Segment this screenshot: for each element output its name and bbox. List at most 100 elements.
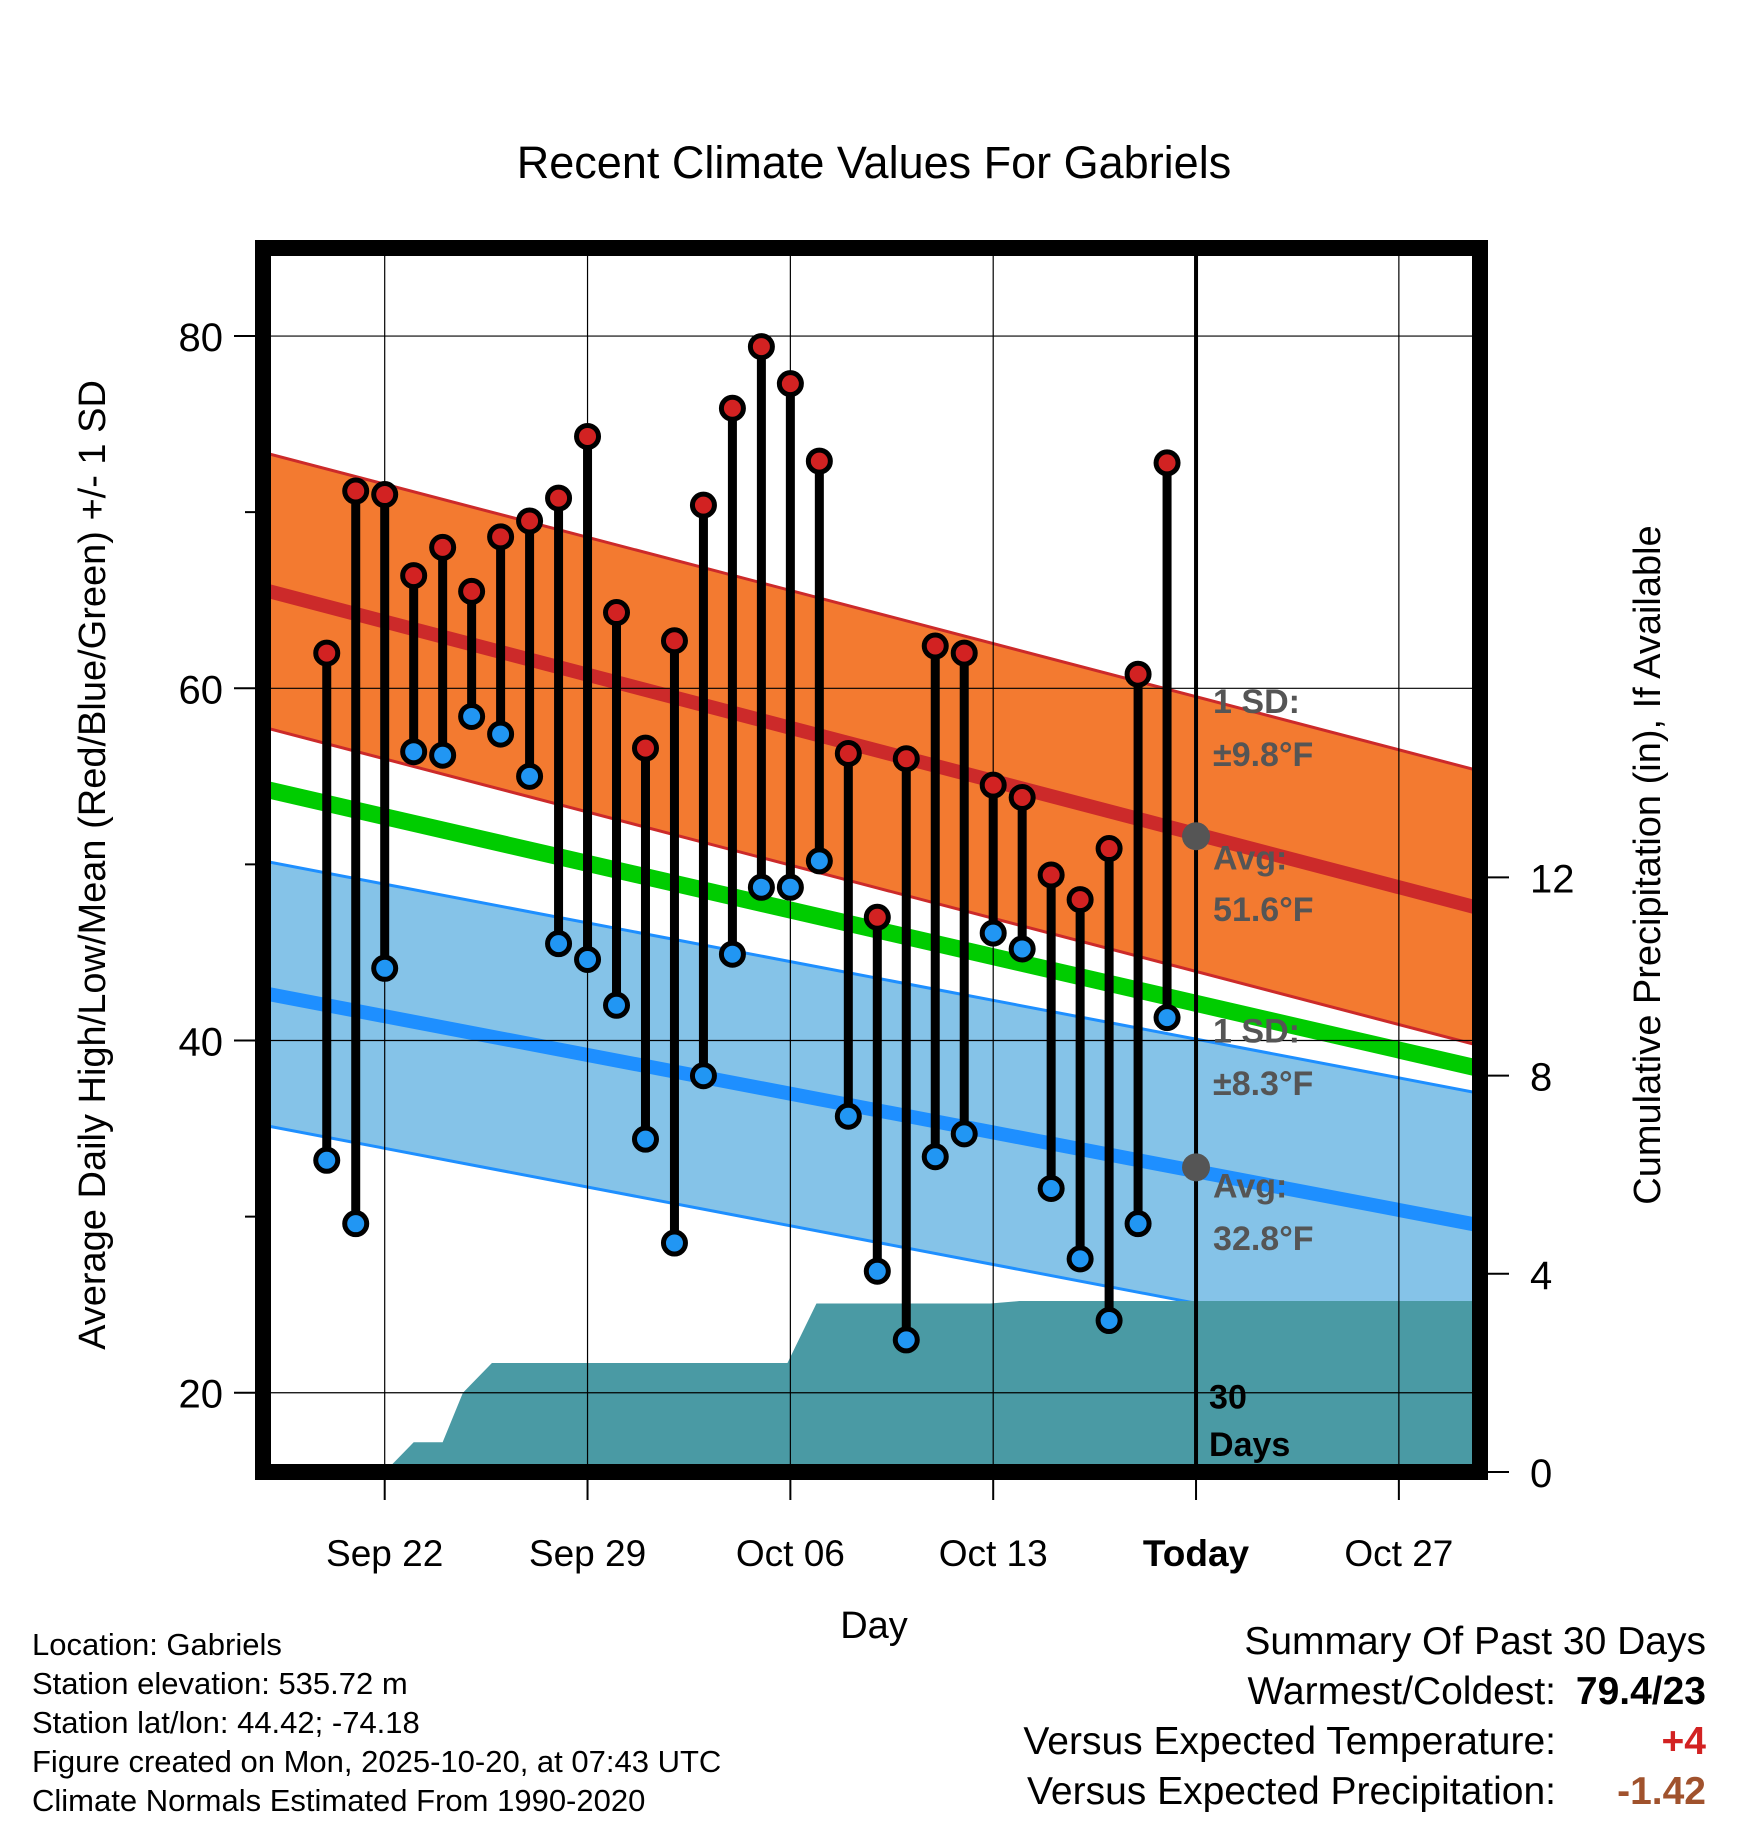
- daily-low-point: [545, 930, 573, 958]
- daily-low-point: [805, 847, 833, 875]
- daily-low-point: [660, 1229, 688, 1257]
- low-sd-value: ±8.3°F: [1213, 1065, 1313, 1103]
- daily-low-point: [458, 702, 486, 730]
- window-days-label: Days: [1209, 1426, 1290, 1464]
- daily-high-point: [545, 484, 573, 512]
- daily-high-point: [921, 632, 949, 660]
- daily-low-point: [1008, 935, 1036, 963]
- x-tick-label: Oct 27: [1344, 1533, 1453, 1574]
- x-tick-label: Oct 06: [736, 1533, 845, 1574]
- window-days-number: 30: [1209, 1379, 1247, 1417]
- daily-low-point: [747, 873, 775, 901]
- daily-high-point: [313, 639, 341, 667]
- daily-high-point: [1124, 660, 1152, 688]
- warmest-coldest-label: Warmest/Coldest:: [1247, 1670, 1556, 1713]
- daily-low-point: [892, 1326, 920, 1354]
- high-avg-value: 51.6°F: [1213, 891, 1314, 929]
- temperature-delta-row: Versus Expected Temperature: +4: [1023, 1717, 1706, 1767]
- daily-high-point: [458, 577, 486, 605]
- daily-high-point: [1066, 886, 1094, 914]
- y-tick-label: 40: [179, 1021, 224, 1065]
- daily-high-point: [892, 745, 920, 773]
- daily-high-point: [834, 739, 862, 767]
- daily-low-point: [574, 946, 602, 974]
- daily-low-point: [979, 919, 1007, 947]
- low-sd-label: 1 SD:: [1213, 1012, 1300, 1050]
- low-mean-line: [263, 986, 1480, 1233]
- high-avg-marker: [1182, 822, 1211, 851]
- temperature-delta-label: Versus Expected Temperature:: [1023, 1720, 1556, 1763]
- y2-tick-label: 4: [1530, 1254, 1552, 1298]
- location-text: Location: Gabriels: [32, 1627, 282, 1662]
- low-avg-value: 32.8°F: [1213, 1220, 1314, 1258]
- daily-high-point: [863, 903, 891, 931]
- y-tick-label: 60: [179, 668, 224, 712]
- summary-panel: Summary Of Past 30 Days Warmest/Coldest:…: [1023, 1617, 1706, 1817]
- daily-high-point: [1008, 783, 1036, 811]
- high-sd-band-upper-edge: [263, 450, 1480, 773]
- high-sd-label: 1 SD:: [1213, 683, 1300, 721]
- precipitation-delta-label: Versus Expected Precipitation:: [1027, 1770, 1556, 1813]
- x-tick-label: Oct 13: [939, 1533, 1048, 1574]
- y2-axis-label: Cumulative Precipitation (in), If Availa…: [1627, 525, 1669, 1204]
- daily-high-point: [1037, 861, 1065, 889]
- daily-low-point: [1124, 1210, 1152, 1238]
- daily-high-point: [631, 734, 659, 762]
- daily-high-point: [603, 599, 631, 627]
- created-text: Figure created on Mon, 2025-10-20, at 07…: [32, 1744, 722, 1779]
- x-tick-label: Today: [1143, 1533, 1250, 1574]
- daily-high-point: [805, 447, 833, 475]
- precipitation-delta-row: Versus Expected Precipitation: -1.42: [1023, 1767, 1706, 1817]
- daily-low-point: [1066, 1245, 1094, 1273]
- x-tick-label: Sep 22: [326, 1533, 443, 1574]
- plot-area: [263, 248, 1480, 1472]
- daily-high-point: [950, 639, 978, 667]
- temperature-delta-value: +4: [1661, 1720, 1706, 1763]
- daily-high-point: [342, 477, 370, 505]
- latlon-text: Station lat/lon: 44.42; -74.18: [32, 1705, 420, 1740]
- normals-text: Climate Normals Estimated From 1990-2020: [32, 1783, 646, 1818]
- daily-low-point: [950, 1120, 978, 1148]
- y2-tick-label: 8: [1530, 1056, 1552, 1100]
- daily-low-point: [921, 1143, 949, 1171]
- daily-low-point: [342, 1210, 370, 1238]
- y-tick-label: 20: [179, 1373, 224, 1417]
- x-axis-label: Day: [840, 1605, 908, 1647]
- high-avg-label: Avg:: [1213, 840, 1287, 878]
- daily-high-point: [371, 481, 399, 509]
- daily-low-point: [313, 1146, 341, 1174]
- daily-high-point: [516, 507, 544, 535]
- warmest-coldest-value: 79.4/23: [1575, 1670, 1706, 1713]
- plot-frame: [255, 240, 1488, 1480]
- daily-low-point: [429, 741, 457, 769]
- low-avg-marker: [1182, 1153, 1211, 1182]
- daily-low-point: [1095, 1307, 1123, 1335]
- daily-high-point: [400, 562, 428, 590]
- station-info: Location: Gabriels Station elevation: 53…: [32, 1625, 721, 1820]
- daily-high-point: [487, 523, 515, 551]
- high-sd-value: ±9.8°F: [1213, 736, 1313, 774]
- daily-high-point: [574, 422, 602, 450]
- daily-low-point: [776, 873, 804, 901]
- daily-high-point: [1153, 449, 1181, 477]
- daily-low-point: [834, 1102, 862, 1130]
- elevation-text: Station elevation: 535.72 m: [32, 1666, 408, 1701]
- y-axis-label: Average Daily High/Low/Mean (Red/Blue/Gr…: [72, 380, 114, 1350]
- daily-high-point: [1095, 835, 1123, 863]
- daily-low-point: [487, 720, 515, 748]
- daily-high-point: [776, 370, 804, 398]
- daily-low-point: [516, 762, 544, 790]
- high-sd-band-lower-edge: [263, 725, 1480, 1048]
- daily-low-point: [371, 954, 399, 982]
- daily-high-point: [718, 394, 746, 422]
- x-tick-label: Sep 29: [529, 1533, 646, 1574]
- daily-low-point: [631, 1125, 659, 1153]
- daily-low-point: [400, 738, 428, 766]
- daily-high-point: [689, 491, 717, 519]
- high-mean-line: [263, 582, 1480, 916]
- y2-tick-label: 0: [1530, 1452, 1552, 1496]
- daily-low-point: [718, 940, 746, 968]
- y2-tick-label: 12: [1530, 857, 1575, 901]
- warmest-coldest-row: Warmest/Coldest: 79.4/23: [1023, 1667, 1706, 1717]
